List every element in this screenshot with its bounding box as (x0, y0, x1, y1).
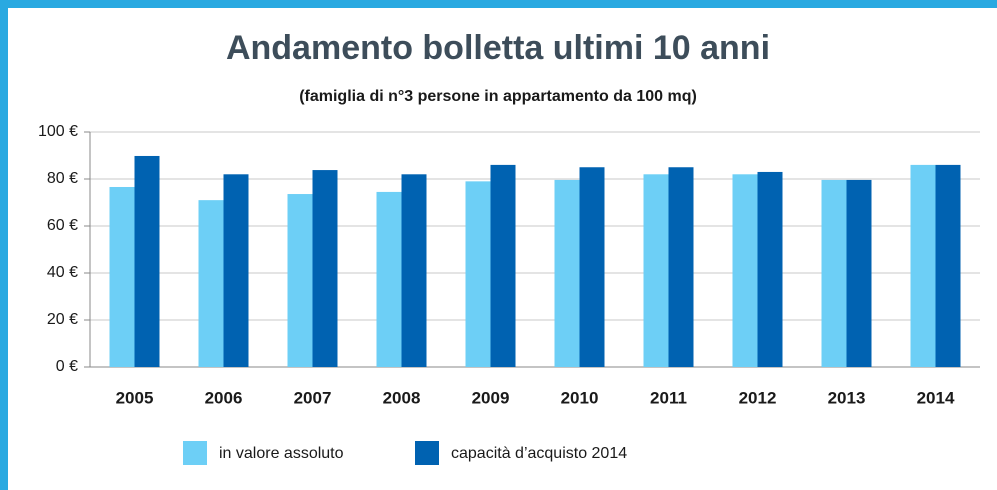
bar (910, 164, 936, 367)
legend-label: in valore assoluto (219, 445, 344, 462)
legend-swatch (415, 441, 439, 465)
bar (312, 170, 338, 367)
x-tick-label: 2012 (739, 388, 777, 407)
bar (223, 174, 249, 367)
bar (846, 179, 872, 367)
bar (554, 179, 580, 367)
legend-swatch (183, 441, 207, 465)
bar (643, 174, 669, 367)
bar (376, 191, 402, 367)
y-tick-label: 60 € (47, 217, 78, 234)
x-tick-label: 2006 (205, 388, 243, 407)
x-tick-label: 2005 (116, 388, 154, 407)
bar (134, 155, 160, 367)
bar (935, 164, 961, 367)
y-tick-label: 20 € (47, 311, 78, 328)
x-tick-label: 2010 (561, 388, 599, 407)
x-tick-label: 2013 (828, 388, 866, 407)
bar (490, 164, 516, 367)
x-tick-label: 2007 (294, 388, 332, 407)
legend-label: capacità d’acquisto 2014 (451, 445, 627, 462)
x-tick-label: 2014 (917, 388, 955, 407)
bar (198, 200, 224, 367)
bar (401, 174, 427, 367)
chart-subtitle: (famiglia di n°3 persone in appartamento… (299, 88, 697, 105)
y-tick-label: 0 € (56, 358, 78, 375)
bar (821, 179, 847, 367)
bar (579, 167, 605, 367)
y-tick-label: 80 € (47, 170, 78, 187)
x-tick-label: 2008 (383, 388, 421, 407)
bar (465, 181, 491, 367)
x-tick-label: 2009 (472, 388, 510, 407)
bar (732, 174, 758, 367)
chart-title: Andamento bolletta ultimi 10 anni (226, 29, 770, 67)
y-tick-label: 100 € (38, 123, 78, 140)
frame-top (0, 0, 997, 8)
y-tick-label: 40 € (47, 264, 78, 281)
frame-left (0, 0, 8, 490)
bar (757, 171, 783, 367)
x-tick-label: 2011 (650, 388, 687, 407)
bar (287, 194, 313, 367)
bar (668, 167, 694, 367)
bar (109, 186, 135, 367)
